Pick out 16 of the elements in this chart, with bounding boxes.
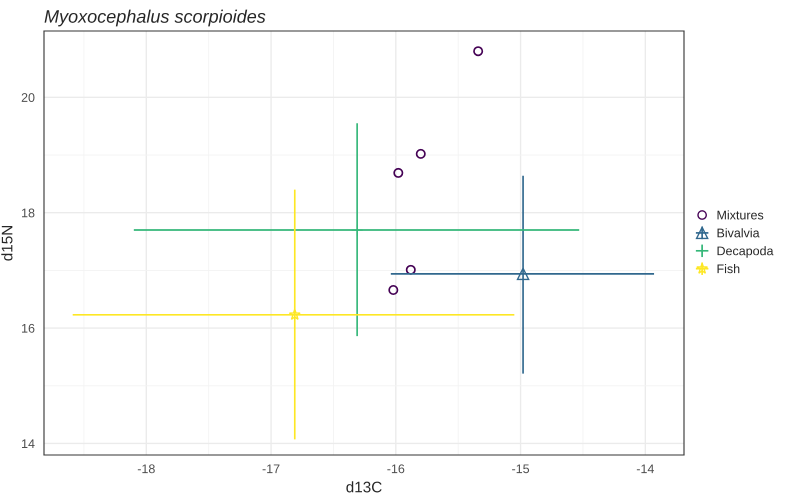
x-tick-label: -18 [138, 464, 155, 474]
legend-label: Decapoda [718, 246, 774, 258]
x-tick-label: -16 [387, 464, 404, 474]
y-axis-title: d15N [1, 226, 12, 261]
x-axis-title: d13C [346, 481, 382, 492]
x-tick-label: -14 [636, 464, 654, 474]
legend-label: Bivalvia [718, 228, 760, 238]
legend-label: Mixtures [718, 210, 764, 220]
y-tick-label: 14 [22, 439, 35, 448]
x-tick-label: -17 [262, 464, 280, 474]
y-tick-label: 18 [22, 208, 34, 218]
y-tick-label: 20 [22, 93, 34, 102]
x-tick-label: -15 [512, 464, 530, 474]
legend-label: Fish [718, 264, 740, 274]
y-tick-label: 16 [22, 324, 34, 333]
chart-title: Myoxocephalus scorpioides [44, 10, 266, 26]
